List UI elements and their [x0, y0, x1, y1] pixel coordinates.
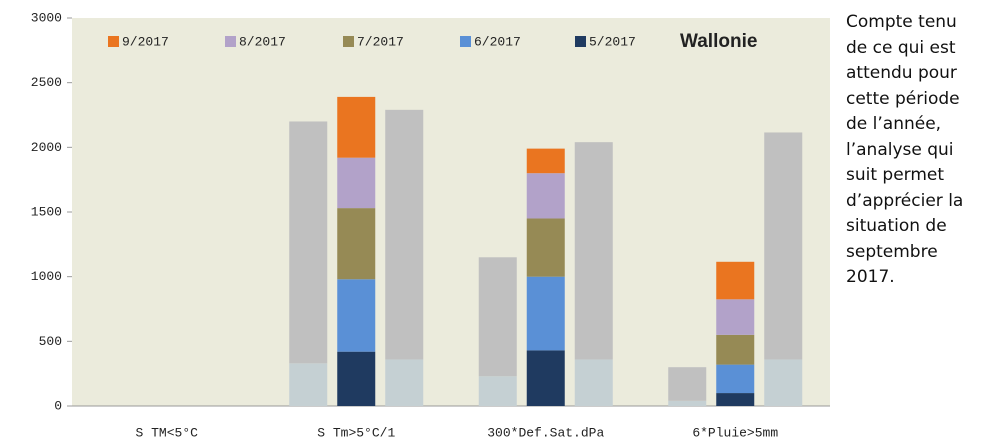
- bar-segment: [716, 364, 755, 394]
- side-text: Compte tenu de ce qui est attendu pour cett…: [846, 10, 1006, 291]
- bar-segment: [478, 376, 517, 406]
- bar-segment: [478, 257, 517, 377]
- y-tick-label: 2000: [31, 140, 62, 155]
- side-text-line: de l’année,: [846, 114, 942, 134]
- x-tick-label: 300*Def.Sat.dPa: [487, 425, 604, 440]
- side-text-line: septembre: [846, 241, 938, 262]
- legend-swatch: [575, 36, 586, 47]
- bar-segment: [337, 208, 376, 280]
- x-tick-label: 6*Pluie>5mm: [692, 425, 778, 440]
- side-text-line: cette période: [846, 88, 960, 109]
- plot-background: [72, 18, 830, 406]
- side-text-line: de ce qui est: [846, 37, 956, 58]
- bar-segment: [574, 142, 613, 360]
- chart: Wallonie 0 500 1000 1500 2000 2500 3000 S TM<5°…: [31, 10, 830, 440]
- x-tick-label: S TM<5°C: [136, 425, 199, 440]
- y-tick-label: 0: [54, 398, 62, 413]
- legend-swatch: [343, 36, 354, 47]
- legend-label: 9/2017: [122, 34, 169, 49]
- bar-segment: [526, 276, 565, 351]
- bar-segment: [526, 148, 565, 174]
- y-tick-label: 2500: [31, 75, 62, 90]
- bar-segment: [526, 173, 565, 219]
- y-tick-label: 500: [39, 334, 62, 349]
- y-tick-label: 3000: [31, 10, 62, 25]
- bar-segment: [716, 334, 755, 365]
- legend-label: 7/2017: [357, 34, 404, 49]
- bar-segment: [385, 359, 424, 406]
- y-tick-label: 1500: [31, 204, 62, 219]
- x-tick-label: S Tm>5°C/1: [317, 425, 395, 440]
- side-text-line: suit permet: [846, 165, 945, 185]
- bar-segment: [337, 351, 376, 406]
- legend-swatch: [460, 36, 471, 47]
- bar-segment: [289, 363, 328, 406]
- bar-segment: [337, 279, 376, 352]
- bar-segment: [337, 96, 376, 158]
- side-text-line: d’apprécier la: [846, 190, 964, 211]
- bar-segment: [668, 367, 707, 401]
- bar-segment: [668, 400, 707, 406]
- side-text-line: Compte tenu: [846, 12, 957, 32]
- bar-segment: [526, 350, 565, 406]
- legend-swatch: [108, 36, 119, 47]
- legend-label: 8/2017: [239, 34, 286, 49]
- side-text-line: attendu pour: [846, 63, 957, 83]
- legend-label: 5/2017: [589, 34, 636, 49]
- bar-segment: [337, 157, 376, 209]
- bar-segment: [716, 261, 755, 300]
- bar-segment: [716, 393, 755, 406]
- bar-segment: [716, 299, 755, 335]
- bar-segment: [526, 218, 565, 277]
- bar-segment: [289, 121, 328, 364]
- bar-segment: [574, 359, 613, 406]
- legend-swatch: [225, 36, 236, 47]
- bar-segment: [385, 109, 424, 360]
- y-tick-label: 1000: [31, 269, 62, 284]
- side-text-line: 2017.: [846, 267, 895, 287]
- chart-annotation: Wallonie: [680, 31, 757, 52]
- side-text-line: l’analyse qui: [846, 139, 954, 160]
- side-text-line: situation de: [846, 216, 947, 236]
- legend-label: 6/2017: [474, 34, 521, 49]
- bar-segment: [764, 132, 803, 360]
- bar-segment: [764, 359, 803, 406]
